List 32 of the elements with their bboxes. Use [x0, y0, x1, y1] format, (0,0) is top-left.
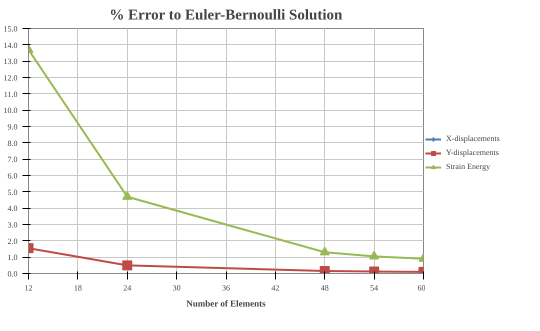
y-tick-label: 1.0 [8, 253, 18, 262]
y-tick-label: 7.0 [8, 155, 18, 164]
legend-label: X-displacements [446, 134, 500, 144]
x-tick-label: 42 [271, 284, 280, 292]
y-tick-label: 14.0 [4, 40, 18, 50]
point [369, 250, 380, 260]
y-tick-label: 5.0 [8, 188, 18, 197]
y-tick-label: 13.0 [4, 57, 18, 66]
y-tick-label: 0.0 [8, 270, 18, 278]
y-tick-label: 2.0 [8, 236, 18, 246]
x-axis-title: Number of Elements [186, 298, 266, 308]
point [320, 246, 330, 256]
y-tick-label: 10.0 [4, 106, 18, 116]
y-tick-label: 6.0 [8, 172, 18, 180]
x-tick-label: 18 [74, 284, 82, 292]
x-tick-label: 24 [123, 284, 132, 292]
x-tick-label: 36 [222, 284, 230, 292]
y-tick-label: 15.0 [4, 24, 18, 34]
x-tick-label: 54 [370, 284, 378, 292]
y-tick-label: 8.0 [8, 138, 18, 148]
legend-label: Strain Energy [446, 162, 490, 172]
y-tick-label: 12.0 [4, 74, 18, 82]
y-tick-label: 9.0 [8, 122, 18, 132]
y-tick-label: 3.0 [8, 220, 18, 230]
chart-title: % Error to Euler-Bernoulli Solution [109, 8, 344, 24]
y-tick-label: 11.0 [4, 90, 18, 99]
y-tick-label: 4.0 [8, 204, 18, 214]
x-tick-label: 60 [418, 284, 426, 292]
x-tick-label: 12 [24, 284, 32, 292]
x-tick-label: 48 [320, 284, 329, 292]
x-tick-label: 30 [172, 284, 181, 292]
legend-label: Y-displacements [446, 148, 499, 158]
